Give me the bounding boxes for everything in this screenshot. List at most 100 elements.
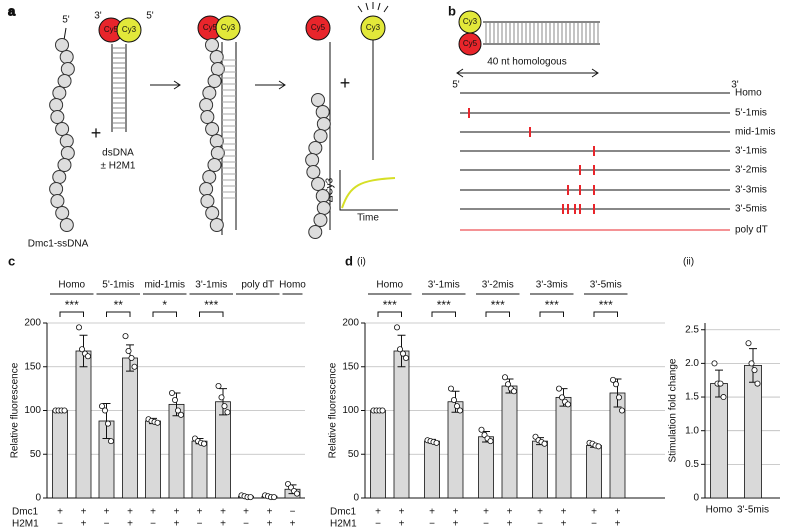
y-tick-label: 200 bbox=[24, 318, 41, 329]
dmc1-protomer bbox=[49, 98, 64, 112]
y-tick-label: 50 bbox=[348, 449, 360, 460]
group-label: Homo bbox=[58, 280, 85, 291]
y-tick-label: 150 bbox=[342, 361, 359, 372]
base-pairs bbox=[485, 22, 599, 44]
dmc1-protomer bbox=[305, 153, 320, 167]
dmc1-protomer bbox=[200, 194, 215, 208]
condition-sign: − bbox=[537, 519, 543, 530]
filament-label: Dmc1-ssDNA bbox=[28, 239, 89, 250]
condition-sign: + bbox=[104, 507, 110, 518]
panel-label: c bbox=[8, 253, 15, 268]
condition-sign: + bbox=[453, 507, 459, 518]
bar bbox=[478, 436, 494, 499]
data-point bbox=[102, 407, 109, 414]
bar bbox=[586, 445, 602, 499]
data-point bbox=[541, 440, 548, 447]
dmc1-protomer bbox=[311, 93, 325, 107]
row-label: 3'-3mis bbox=[735, 185, 767, 196]
data-point bbox=[177, 411, 184, 418]
condition-sign: + bbox=[197, 507, 203, 518]
data-point bbox=[270, 494, 277, 501]
span-label: 40 nt homologous bbox=[487, 57, 567, 68]
data-point bbox=[556, 385, 563, 392]
data-point bbox=[456, 407, 463, 414]
significance-label: * bbox=[162, 298, 167, 312]
h2m1-label: ± H2M1 bbox=[101, 161, 136, 172]
group-label: 3'-5mis bbox=[590, 280, 622, 291]
significance-bracket bbox=[106, 311, 131, 317]
data-point bbox=[79, 346, 86, 353]
dmc1-protomer bbox=[205, 122, 220, 136]
base-pairs bbox=[112, 47, 126, 129]
data-point bbox=[105, 420, 112, 427]
end-label: 5' bbox=[452, 80, 460, 91]
bar bbox=[168, 403, 185, 499]
row-label: 3'-5mis bbox=[735, 204, 767, 215]
group-label: Homo bbox=[376, 280, 403, 291]
condition-sign: + bbox=[561, 519, 567, 530]
x-tick-label: 3'-5mis bbox=[737, 505, 769, 516]
group-label: 3'-1mis bbox=[195, 280, 227, 291]
panel-a: a 5' Dmc1-ssDNA + Cy5 Cy3 3' 5' dsDNA ± … bbox=[8, 2, 398, 250]
row-label: Homo bbox=[735, 88, 762, 99]
cy3-dye bbox=[116, 17, 142, 43]
emission bbox=[357, 2, 389, 13]
bar bbox=[75, 350, 92, 499]
condition-sign: − bbox=[197, 519, 203, 530]
condition-sign: − bbox=[375, 519, 381, 530]
dmc1-protomer bbox=[207, 74, 222, 88]
inset-x-label: Time bbox=[357, 213, 379, 224]
data-point bbox=[433, 439, 440, 446]
y-axis-label: Stimulation fold change bbox=[668, 358, 679, 462]
dmc1-protomer bbox=[311, 177, 326, 191]
condition-sign: + bbox=[375, 507, 381, 518]
span-arrow bbox=[456, 68, 599, 78]
bar bbox=[52, 410, 68, 499]
significance-bracket bbox=[199, 311, 224, 317]
data-point bbox=[748, 360, 755, 367]
dye-label: Cy5 bbox=[203, 23, 218, 32]
group-label: Homo bbox=[279, 280, 306, 291]
panel-label: d bbox=[345, 253, 353, 268]
row-label: H2M1 bbox=[330, 519, 357, 530]
dmc1-protomer bbox=[57, 74, 72, 88]
data-point bbox=[610, 376, 617, 383]
data-point bbox=[751, 367, 758, 374]
end-label: 5' bbox=[62, 15, 70, 26]
condition-sign: + bbox=[483, 507, 489, 518]
condition-sign: − bbox=[57, 519, 63, 530]
panel-sublabel: (i) bbox=[357, 257, 366, 268]
condition-sign: + bbox=[127, 507, 133, 518]
row-label: 3'-1mis bbox=[735, 146, 767, 157]
condition-sign: − bbox=[243, 519, 249, 530]
dsdna-label: dsDNA bbox=[102, 148, 134, 159]
cy5-dye bbox=[305, 15, 331, 41]
data-point bbox=[717, 380, 724, 387]
dmc1-protomer bbox=[199, 98, 214, 112]
group-label: 3'-2mis bbox=[482, 280, 514, 291]
condition-sign: + bbox=[429, 507, 435, 518]
data-point bbox=[711, 360, 718, 367]
y-axis-label: Relative fluorescence bbox=[328, 362, 339, 458]
group-label: 3'-1mis bbox=[428, 280, 460, 291]
end-label: 5' bbox=[146, 11, 154, 22]
row-label: H2M1 bbox=[12, 519, 39, 530]
data-point bbox=[501, 374, 508, 381]
error-bar bbox=[219, 388, 227, 416]
end-label: 3' bbox=[94, 11, 102, 22]
dmc1-protomer bbox=[316, 117, 331, 131]
y-tick-label: 0.5 bbox=[685, 459, 699, 470]
condition-sign: + bbox=[220, 519, 226, 530]
dmc1-protomer bbox=[315, 189, 330, 203]
y-tick-label: 200 bbox=[342, 318, 359, 329]
data-point bbox=[487, 438, 494, 445]
y-tick-label: 1.5 bbox=[685, 392, 699, 403]
data-point bbox=[61, 407, 68, 414]
dmc1-protomer bbox=[308, 141, 323, 155]
condition-sign: + bbox=[507, 519, 513, 530]
dye-label: Cy3 bbox=[463, 17, 478, 26]
condition-sign: + bbox=[615, 519, 621, 530]
data-point bbox=[171, 396, 178, 403]
dmc1-protomer bbox=[202, 86, 217, 100]
